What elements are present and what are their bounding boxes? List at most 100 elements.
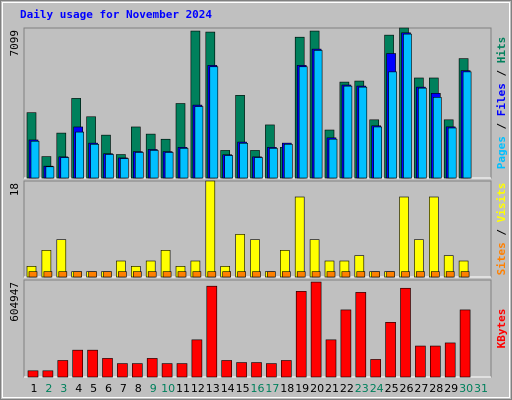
bar bbox=[105, 154, 114, 179]
bar bbox=[222, 271, 231, 278]
bar bbox=[343, 85, 353, 179]
bar bbox=[356, 271, 366, 278]
legend: Sites / Visits bbox=[495, 183, 508, 276]
bar bbox=[460, 271, 470, 278]
x-tick-label: 20 bbox=[310, 382, 324, 395]
bar bbox=[90, 144, 99, 179]
legend: Pages / Files / Hits bbox=[495, 37, 508, 170]
bar bbox=[399, 196, 409, 278]
bar bbox=[281, 271, 291, 278]
bar bbox=[162, 271, 172, 278]
x-tick-label: 5 bbox=[90, 382, 97, 395]
bar bbox=[176, 363, 188, 378]
y-tick-label: 18 bbox=[8, 183, 21, 196]
x-tick-label: 15 bbox=[236, 382, 250, 395]
legend-separator: / bbox=[495, 222, 508, 242]
bar bbox=[194, 106, 204, 179]
x-tick-label: 23 bbox=[355, 382, 369, 395]
bar bbox=[358, 86, 368, 179]
x-tick-label: 21 bbox=[325, 382, 339, 395]
bar bbox=[252, 271, 261, 278]
bar bbox=[43, 271, 53, 278]
legend: KBytes bbox=[495, 309, 508, 349]
bar bbox=[340, 309, 352, 378]
bar bbox=[386, 271, 395, 278]
legend-entry: Files bbox=[495, 83, 508, 116]
bar bbox=[72, 349, 83, 378]
legend-entry: Hits bbox=[495, 37, 508, 64]
bar bbox=[27, 370, 39, 378]
bar bbox=[30, 140, 40, 179]
x-tick-label: 7 bbox=[120, 382, 127, 395]
bar bbox=[192, 271, 202, 278]
bar bbox=[205, 180, 216, 278]
bar bbox=[147, 271, 157, 278]
bar bbox=[224, 155, 233, 179]
x-tick-label: 2 bbox=[45, 382, 52, 395]
x-tick-label: 17 bbox=[265, 382, 279, 395]
bar bbox=[371, 271, 381, 278]
bar bbox=[459, 309, 471, 378]
bar bbox=[58, 271, 68, 278]
bar bbox=[266, 363, 277, 378]
bar bbox=[103, 271, 112, 278]
x-tick-label: 16 bbox=[251, 382, 265, 395]
bar bbox=[161, 363, 173, 378]
bar bbox=[298, 66, 308, 179]
panel bbox=[23, 279, 492, 378]
x-tick-label: 11 bbox=[176, 382, 190, 395]
x-tick-label: 18 bbox=[280, 382, 294, 395]
bar bbox=[88, 271, 97, 278]
bar bbox=[75, 131, 84, 179]
legend-entry: Visits bbox=[495, 183, 508, 223]
x-tick-label: 27 bbox=[414, 382, 428, 395]
bar bbox=[236, 362, 247, 378]
bar bbox=[385, 322, 396, 378]
x-tick-label: 22 bbox=[340, 382, 354, 395]
bar bbox=[326, 271, 336, 278]
chart-title: Daily usage for November 2024 bbox=[20, 8, 212, 21]
bar bbox=[118, 271, 127, 278]
bar bbox=[311, 271, 321, 278]
bar bbox=[146, 358, 158, 378]
bar bbox=[429, 345, 441, 378]
bar bbox=[462, 71, 472, 179]
x-tick-label: 31 bbox=[474, 382, 488, 395]
x-tick-label: 26 bbox=[400, 382, 414, 395]
x-tick-label: 3 bbox=[60, 382, 67, 395]
legend-entry: Pages bbox=[495, 136, 508, 169]
bar bbox=[325, 339, 337, 378]
bar bbox=[239, 143, 248, 179]
x-tick-label: 10 bbox=[161, 382, 175, 395]
bar bbox=[28, 271, 38, 278]
x-tick-label: 1 bbox=[31, 382, 38, 395]
bar bbox=[132, 363, 143, 378]
x-tick-label: 6 bbox=[105, 382, 112, 395]
bar bbox=[310, 281, 322, 378]
bar bbox=[415, 345, 426, 378]
bar bbox=[42, 370, 54, 378]
x-tick-label: 25 bbox=[385, 382, 399, 395]
bar bbox=[235, 234, 245, 278]
bar bbox=[403, 33, 412, 179]
bar bbox=[133, 271, 142, 278]
bar bbox=[73, 271, 82, 278]
bar bbox=[341, 271, 351, 278]
bar bbox=[87, 349, 98, 378]
legend-separator: / bbox=[495, 116, 508, 136]
bar bbox=[251, 362, 262, 378]
bar bbox=[447, 127, 457, 179]
bar bbox=[416, 271, 425, 278]
bar bbox=[102, 358, 113, 378]
bar bbox=[191, 339, 203, 378]
bar bbox=[177, 271, 187, 278]
bar bbox=[60, 157, 70, 179]
x-tick-label: 4 bbox=[75, 382, 82, 395]
x-tick-label: 28 bbox=[429, 382, 443, 395]
bar bbox=[355, 292, 367, 378]
y-tick-label: 7099 bbox=[8, 30, 21, 57]
legend-entry: KBytes bbox=[495, 309, 508, 349]
x-tick-label: 14 bbox=[221, 382, 235, 395]
bar bbox=[267, 271, 276, 278]
